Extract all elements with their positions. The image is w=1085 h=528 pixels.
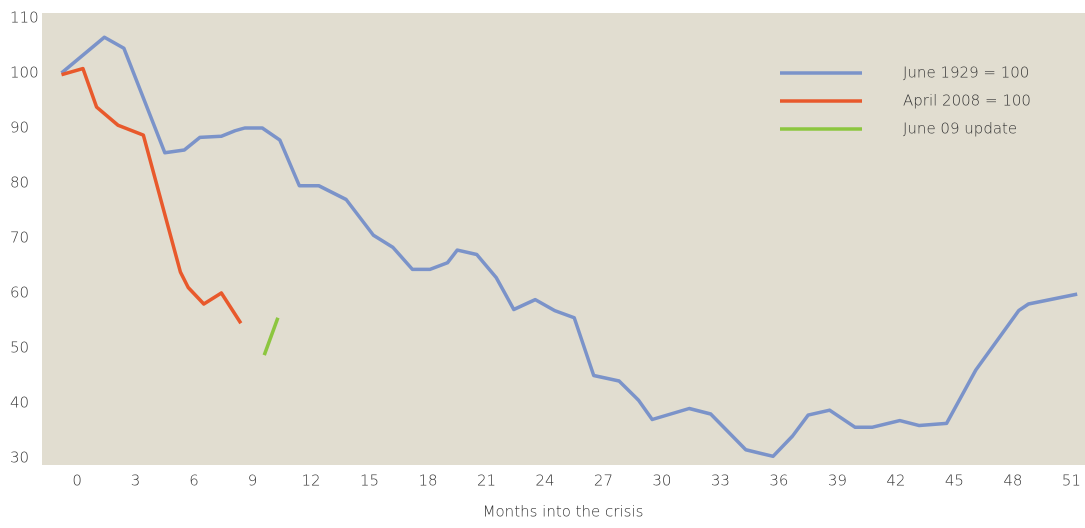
- y-tick-label: 90: [10, 119, 29, 137]
- x-tick-label: 9: [248, 472, 258, 490]
- x-tick-label: 12: [301, 472, 320, 490]
- y-tick-label: 100: [10, 64, 39, 82]
- x-tick-label: 51: [1062, 472, 1081, 490]
- x-tick-label: 18: [418, 472, 437, 490]
- x-tick-label: 15: [360, 472, 379, 490]
- x-tick-label: 48: [1003, 472, 1022, 490]
- x-tick-label: 0: [72, 472, 82, 490]
- x-tick-label: 6: [189, 472, 199, 490]
- y-tick-label: 70: [10, 229, 29, 247]
- x-tick-label: 27: [594, 472, 613, 490]
- x-tick-label: 21: [477, 472, 496, 490]
- y-tick-label: 50: [10, 339, 29, 357]
- x-tick-label: 45: [945, 472, 964, 490]
- x-tick-label: 42: [886, 472, 905, 490]
- y-tick-label: 30: [10, 449, 29, 467]
- x-tick-label: 39: [828, 472, 847, 490]
- x-tick-label: 36: [769, 472, 788, 490]
- legend-label: June 1929 = 100: [903, 64, 1029, 82]
- x-tick-label: 3: [131, 472, 141, 490]
- x-tick-label: 30: [652, 472, 671, 490]
- series-line: [262, 317, 280, 356]
- series-line: [61, 66, 243, 325]
- x-axis-title: Months into the crisis: [483, 503, 644, 521]
- y-tick-label: 40: [10, 394, 29, 412]
- series-line: [60, 35, 1078, 459]
- y-tick-label: 110: [10, 9, 39, 27]
- y-tick-label: 60: [10, 284, 29, 302]
- x-tick-label: 24: [535, 472, 554, 490]
- y-tick-label: 80: [10, 174, 29, 192]
- legend-label: April 2008 = 100: [903, 92, 1031, 110]
- plot-background: [42, 13, 1085, 465]
- x-tick-label: 33: [711, 472, 730, 490]
- legend-label: June 09 update: [903, 120, 1017, 138]
